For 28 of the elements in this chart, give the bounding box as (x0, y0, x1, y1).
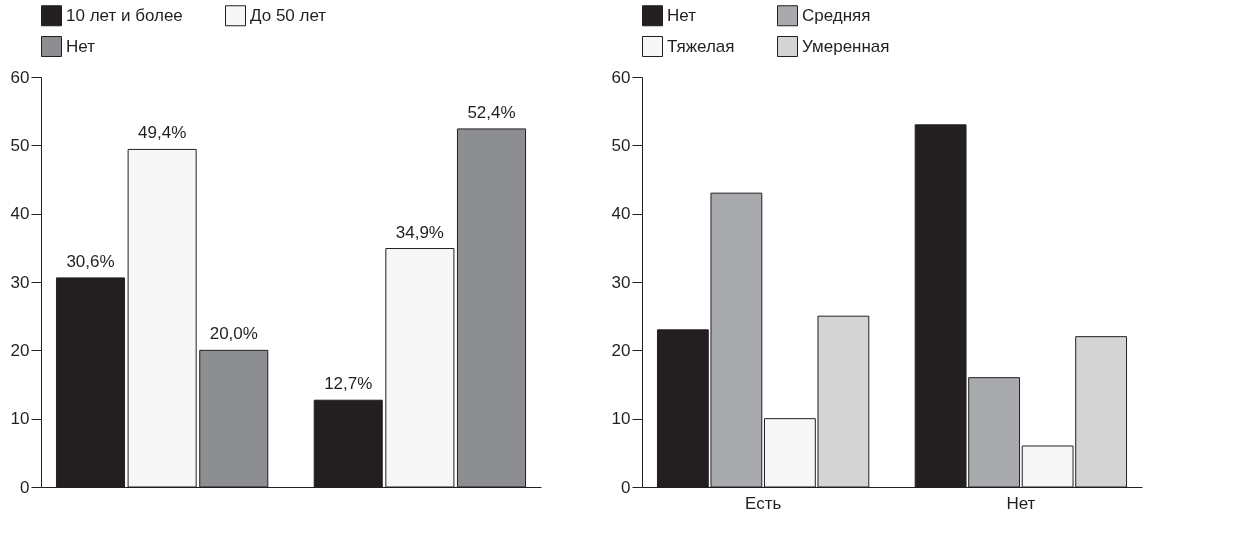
y-tick-label: 60 (10, 67, 30, 87)
y-tick-label: 0 (621, 477, 631, 497)
x-tick-label: Есть (744, 493, 782, 513)
y-tick-label: 50 (10, 135, 30, 155)
y-tick-label: 30 (10, 272, 30, 292)
y-tick-label: 10 (10, 409, 30, 429)
legend-label: Тяжелая (667, 36, 735, 56)
y-tick-label: 30 (611, 272, 631, 292)
y-tick-label: 50 (611, 135, 631, 155)
legend-label: До 50 лет (250, 5, 327, 25)
legend-label: Нет (667, 5, 697, 25)
y-tick-label: 40 (611, 204, 631, 224)
data-label: 20,0% (209, 324, 258, 344)
data-label: 52,4% (467, 102, 516, 122)
y-tick-label: 60 (611, 67, 631, 87)
legend-label: 10 лет и более (66, 5, 183, 25)
data-label: 34,9% (395, 222, 444, 242)
legend-label: Нет (66, 36, 96, 56)
legend-label: Средняя (802, 5, 871, 25)
data-label: 30,6% (66, 251, 115, 271)
data-label: 12,7% (324, 374, 373, 394)
legend-label: Умеренная (802, 36, 890, 56)
y-tick-label: 20 (611, 340, 631, 360)
y-tick-label: 20 (10, 340, 30, 360)
data-label: 49,4% (138, 123, 187, 143)
y-tick-label: 0 (20, 477, 30, 497)
y-tick-label: 10 (611, 409, 631, 429)
y-tick-label: 40 (10, 204, 30, 224)
